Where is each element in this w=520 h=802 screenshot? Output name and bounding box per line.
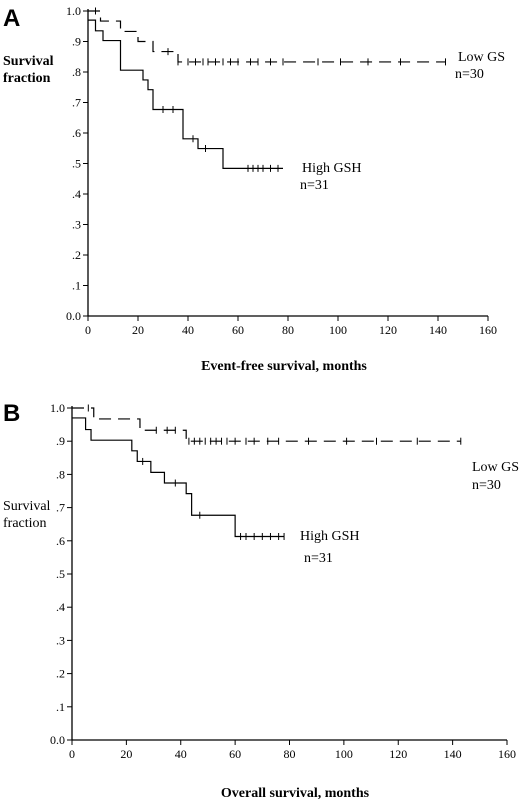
panel-a-y-tick-label: .3 bbox=[72, 218, 81, 232]
panel-b-y-tick-label: .4 bbox=[56, 600, 65, 614]
panel-a-y-tick-label: .4 bbox=[72, 187, 81, 201]
panel-b-x-tick-label: 100 bbox=[335, 747, 353, 761]
panel-b-y-tick-label: 1.0 bbox=[50, 401, 65, 415]
panel-b-series-low-n: n=30 bbox=[472, 478, 501, 493]
panel-b-y-tick-label: .9 bbox=[56, 434, 65, 448]
panel-a-plot-area: 0 20 40 60 80 100 120 140 160 0.0 .1 .2 .3 .4 .5 .6 .7 .8… bbox=[66, 4, 497, 337]
panel-a-x-tick-label: 60 bbox=[232, 323, 244, 337]
panel-b-y-tick-label: .6 bbox=[56, 534, 65, 548]
panel-a-series-high-label: High GSH bbox=[302, 161, 362, 176]
panel-a-x-tick-label: 100 bbox=[329, 323, 347, 337]
panel-b-series-high-line bbox=[72, 417, 285, 538]
panel-a-y-tick-label: .6 bbox=[72, 126, 81, 140]
panel-a-series-high-line bbox=[88, 19, 283, 169]
panel-a-label: A bbox=[3, 5, 20, 32]
panel-a-y-tick-label: .1 bbox=[72, 279, 81, 293]
panel-b-series-low-line bbox=[72, 407, 461, 442]
panel-a: A Survival fraction Event-free survival,… bbox=[3, 4, 505, 374]
panel-a-x-tick-label: 0 bbox=[85, 323, 91, 337]
panel-b-x-tick-label: 160 bbox=[498, 747, 516, 761]
panel-a-y-tick-label: .2 bbox=[72, 248, 81, 262]
panel-a-series-low-line bbox=[88, 10, 446, 63]
panel-a-x-tick-label: 40 bbox=[182, 323, 194, 337]
panel-a-y-tick-label: .8 bbox=[72, 65, 81, 79]
panel-a-x-tick-label: 20 bbox=[132, 323, 144, 337]
panel-b-label: B bbox=[3, 400, 20, 427]
panel-b-y-tick-label: .5 bbox=[56, 567, 65, 581]
panel-b-y-tick-label: .2 bbox=[56, 667, 65, 681]
panel-b-x-tick-label: 20 bbox=[120, 747, 132, 761]
panel-a-y-tick-label: 1.0 bbox=[66, 4, 81, 18]
panel-a-y-tick-label: .5 bbox=[72, 157, 81, 171]
panel-a-x-tick-label: 80 bbox=[282, 323, 294, 337]
panel-a-series-high-n: n=31 bbox=[300, 178, 329, 193]
panel-b-x-tick-label: 40 bbox=[175, 747, 187, 761]
panel-a-y-tick-label: .7 bbox=[72, 96, 81, 110]
panel-b-y-tick-label: .3 bbox=[56, 633, 65, 647]
panel-a-x-axis-label: Event-free survival, months bbox=[201, 359, 367, 374]
panel-b-y-axis-label-line1: Survival bbox=[3, 499, 51, 514]
panel-a-y-axis-label-line2: fraction bbox=[3, 71, 51, 86]
panel-b-x-axis-label: Overall survival, months bbox=[221, 786, 370, 801]
panel-a-series-low-label: Low GS bbox=[458, 50, 505, 65]
panel-b-x-tick-label: 140 bbox=[444, 747, 462, 761]
panel-b-series-low-label: Low GS bbox=[472, 460, 519, 475]
panel-b-y-tick-label: .1 bbox=[56, 700, 65, 714]
panel-b-x-tick-label: 120 bbox=[389, 747, 407, 761]
panel-a-y-tick-label: 0.0 bbox=[66, 309, 81, 323]
panel-a-y-axis-label-line1: Survival bbox=[3, 54, 54, 69]
panel-a-x-tick-label: 140 bbox=[429, 323, 447, 337]
panel-a-x-tick-label: 160 bbox=[479, 323, 497, 337]
panel-b-y-tick-label: .7 bbox=[56, 501, 65, 515]
panel-b-x-tick-label: 80 bbox=[284, 747, 296, 761]
panel-b: B Survival fraction Overall survival, mo… bbox=[3, 400, 519, 801]
panel-b-y-axis-label-line2: fraction bbox=[3, 516, 47, 531]
panel-a-x-tick-label: 120 bbox=[379, 323, 397, 337]
panel-a-series-low-n: n=30 bbox=[455, 67, 484, 82]
panel-b-plot-area: 0 20 40 60 80 100 120 140 160 0.0 .1 .2 .3 .4 .5 .6 .7 .8… bbox=[50, 401, 516, 761]
panel-b-y-tick-label: .8 bbox=[56, 467, 65, 481]
panel-a-y-tick-label: .9 bbox=[72, 35, 81, 49]
panel-b-x-tick-label: 0 bbox=[69, 747, 75, 761]
panel-b-x-tick-label: 60 bbox=[229, 747, 241, 761]
panel-b-y-tick-label: 0.0 bbox=[50, 733, 65, 747]
panel-b-series-high-n: n=31 bbox=[304, 551, 333, 566]
panel-b-series-high-label: High GSH bbox=[300, 529, 360, 544]
